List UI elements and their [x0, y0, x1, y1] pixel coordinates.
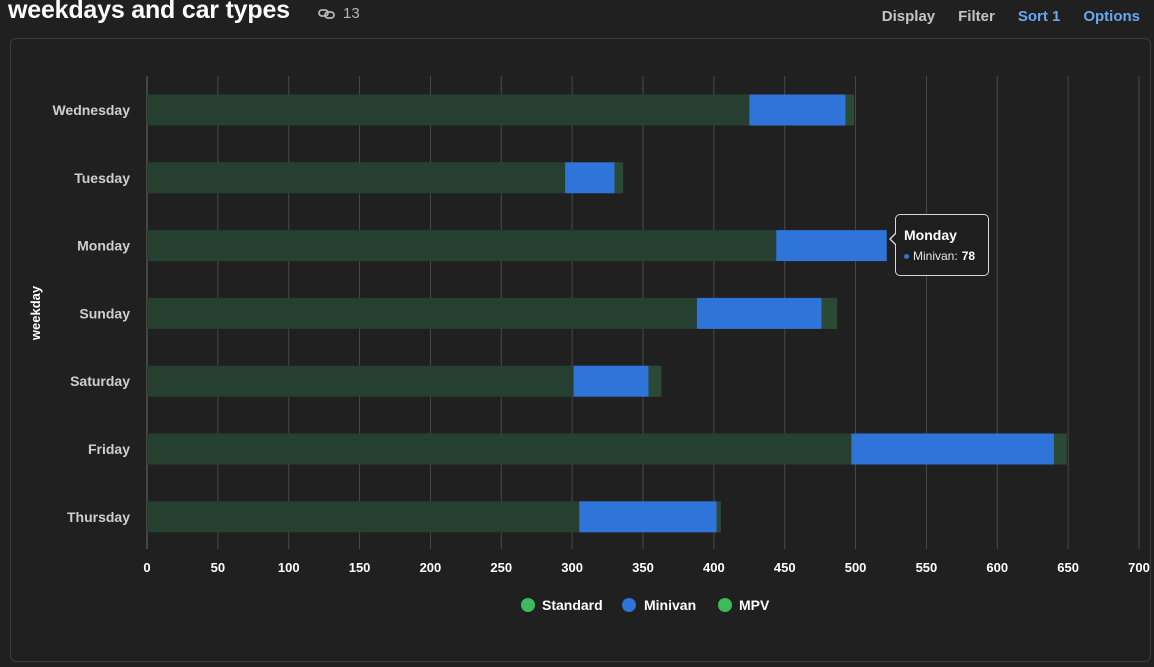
- x-tick-label: 700: [1128, 560, 1150, 575]
- legend-label-minivan[interactable]: Minivan: [644, 597, 696, 613]
- category-label: Saturday: [70, 373, 130, 389]
- category-label: Monday: [77, 238, 130, 254]
- x-tick-label: 150: [349, 560, 371, 575]
- chart-title: weekdays and car types: [8, 0, 290, 24]
- x-tick-label: 450: [774, 560, 796, 575]
- link-icon: [317, 6, 337, 22]
- filter-button[interactable]: Filter: [958, 8, 995, 25]
- bar-minivan[interactable]: [696, 297, 822, 329]
- legend-marker-mpv: [718, 598, 732, 612]
- sort-button[interactable]: Sort 1: [1017, 8, 1061, 25]
- y-axis-label: weekday: [28, 285, 43, 341]
- bar-mpv[interactable]: [614, 162, 624, 194]
- bar-mpv[interactable]: [821, 297, 838, 329]
- x-tick-label: 500: [845, 560, 867, 575]
- chart-tooltip: Monday Minivan: 78: [889, 214, 989, 276]
- x-tick-label: 400: [703, 560, 725, 575]
- bar-minivan[interactable]: [776, 230, 887, 262]
- x-tick-label: 0: [143, 560, 150, 575]
- category-label: Friday: [88, 441, 130, 457]
- legend-label-mpv[interactable]: MPV: [739, 597, 770, 613]
- bar-standard[interactable]: [147, 297, 697, 329]
- x-tick-label: 250: [490, 560, 512, 575]
- legend-marker-minivan: [622, 598, 636, 612]
- bar-standard[interactable]: [147, 433, 852, 465]
- tooltip-title: Monday: [904, 227, 957, 243]
- category-label: Thursday: [67, 509, 130, 525]
- category-label: Wednesday: [52, 102, 130, 118]
- x-tick-label: 650: [1057, 560, 1079, 575]
- x-tick-label: 600: [986, 560, 1008, 575]
- bar-standard[interactable]: [147, 501, 580, 533]
- header-actions: Display Filter Sort 1 Options: [882, 8, 1140, 25]
- x-tick-label: 100: [278, 560, 300, 575]
- x-tick-label: 350: [632, 560, 654, 575]
- x-tick-label: 200: [420, 560, 442, 575]
- bar-standard[interactable]: [147, 162, 566, 194]
- tooltip-series-dot: [904, 253, 909, 259]
- bar-minivan[interactable]: [579, 501, 717, 533]
- bar-minivan[interactable]: [749, 94, 846, 126]
- legend-label-standard[interactable]: Standard: [542, 597, 603, 613]
- x-tick-label: 550: [916, 560, 938, 575]
- category-label: Tuesday: [74, 170, 130, 186]
- bar-mpv[interactable]: [1053, 433, 1067, 465]
- bar-mpv[interactable]: [648, 365, 662, 397]
- chart-header: weekdays and car types 13 Display Filter…: [0, 0, 1154, 36]
- category-label: Sunday: [79, 305, 130, 321]
- bar-standard[interactable]: [147, 94, 750, 126]
- x-tick-label: 300: [561, 560, 583, 575]
- linked-count[interactable]: 13: [317, 5, 360, 22]
- link-count-value: 13: [343, 5, 360, 22]
- bar-minivan[interactable]: [565, 162, 615, 194]
- legend-marker-standard: [521, 598, 535, 612]
- bar-minivan[interactable]: [573, 365, 649, 397]
- tooltip-series-label: Minivan:: [913, 249, 958, 263]
- tooltip-value: 78: [961, 249, 976, 263]
- display-button[interactable]: Display: [881, 8, 936, 25]
- chart-panel: [10, 38, 1151, 662]
- bar-standard[interactable]: [147, 230, 777, 262]
- x-tick-label: 50: [211, 560, 225, 575]
- bar-mpv[interactable]: [845, 94, 855, 126]
- tooltip-row: Minivan: 78: [904, 249, 988, 263]
- bar-mpv[interactable]: [716, 501, 721, 533]
- options-button[interactable]: Options: [1083, 8, 1140, 25]
- bar-standard[interactable]: [147, 365, 574, 397]
- bar-minivan[interactable]: [851, 433, 1054, 465]
